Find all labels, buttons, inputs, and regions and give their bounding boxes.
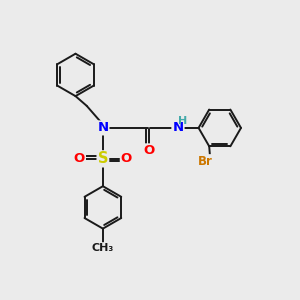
Text: Br: Br (198, 155, 213, 168)
Text: O: O (121, 152, 132, 165)
Text: O: O (74, 152, 85, 165)
Text: O: O (143, 144, 154, 158)
Text: N: N (97, 122, 109, 134)
Text: H: H (178, 116, 188, 126)
Text: S: S (98, 151, 108, 166)
Text: N: N (172, 122, 184, 134)
Text: CH₃: CH₃ (92, 243, 114, 253)
